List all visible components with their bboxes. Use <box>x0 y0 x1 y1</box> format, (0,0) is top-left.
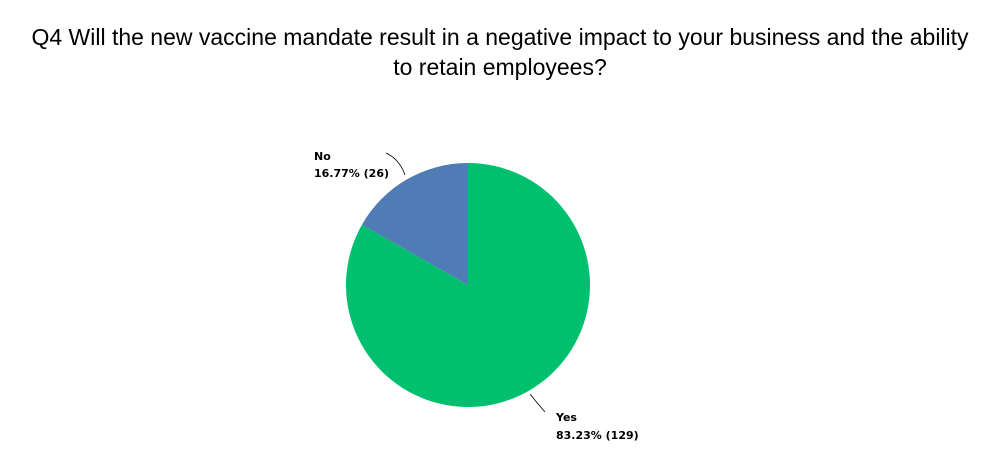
chart-title-line-2: to retain employees? <box>393 54 607 80</box>
slice-label-no-name: No <box>314 150 331 163</box>
leader-line-no <box>385 152 406 176</box>
slice-label-no-value: 16.77% (26) <box>314 167 389 180</box>
pie-slice-no <box>361 163 468 285</box>
chart-title-line-1: Q4 Will the new vaccine mandate result i… <box>31 24 969 50</box>
slice-label-no: No 16.77% (26) <box>314 150 389 180</box>
chart-title: Q4 Will the new vaccine mandate result i… <box>0 22 1000 82</box>
slice-label-yes-name: Yes <box>555 411 577 424</box>
slice-label-yes-value: 83.23% (129) <box>556 429 639 442</box>
pie-slices <box>345 163 590 407</box>
slice-label-yes: Yes 83.23% (129) <box>555 411 639 442</box>
pie-slice-yes <box>345 163 590 407</box>
leader-line-yes <box>529 393 546 413</box>
pie-leader-lines <box>385 152 546 413</box>
